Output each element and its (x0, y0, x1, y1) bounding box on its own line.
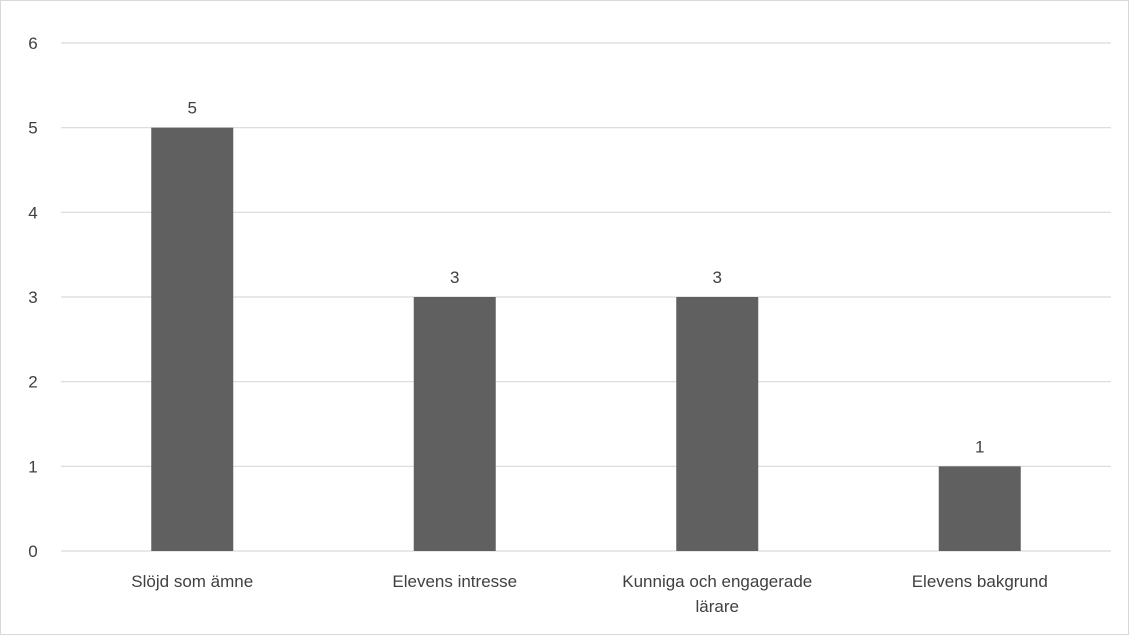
bars (151, 127, 1021, 552)
x-category-label: Slöjd som ämne (131, 572, 253, 591)
x-category-label: Elevens bakgrund (912, 572, 1048, 591)
y-tick-label: 6 (28, 34, 37, 53)
x-category-line: Slöjd som ämne (131, 572, 253, 591)
y-tick-label: 0 (28, 542, 37, 561)
x-category-line: lärare (696, 597, 739, 616)
bar (676, 297, 759, 551)
x-category-label: Elevens intresse (392, 572, 517, 591)
y-tick-label: 1 (28, 457, 37, 476)
x-category-line: Elevens intresse (392, 572, 517, 591)
y-tick-label: 4 (28, 203, 37, 222)
y-tick-label: 5 (28, 119, 37, 138)
bar (413, 297, 496, 551)
data-label: 3 (713, 268, 722, 287)
y-tick-label: 3 (28, 288, 37, 307)
x-category-label: Kunniga och engagerade lärare (622, 572, 812, 616)
data-label: 5 (188, 99, 197, 118)
x-category-line: Elevens bakgrund (912, 572, 1048, 591)
data-label: 1 (975, 437, 984, 456)
y-axis-ticks: 0 1 2 3 4 5 6 (28, 34, 37, 561)
y-tick-label: 2 (28, 373, 37, 392)
data-label: 3 (450, 268, 459, 287)
bar (151, 127, 234, 552)
x-axis-categories: Slöjd som ämne Elevens intresse Kunniga oc… (131, 572, 1047, 616)
bar (938, 466, 1021, 551)
x-category-line: Kunniga och engagerade (622, 572, 812, 591)
data-labels: 5 3 3 1 (188, 99, 985, 457)
gridlines (61, 42, 1111, 552)
